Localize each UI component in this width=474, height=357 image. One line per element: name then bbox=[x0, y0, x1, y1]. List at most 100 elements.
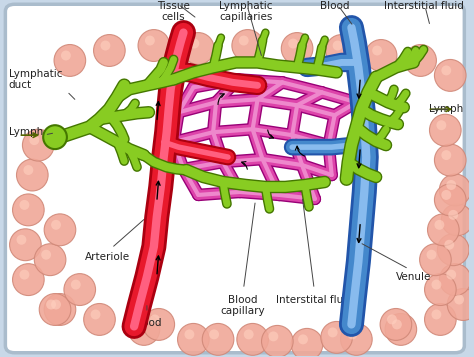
Text: Lymph: Lymph bbox=[429, 104, 463, 114]
Text: Arteriole: Arteriole bbox=[85, 252, 130, 262]
Circle shape bbox=[39, 293, 71, 326]
Circle shape bbox=[380, 308, 412, 340]
Text: Blood: Blood bbox=[320, 1, 349, 11]
Text: Lymph: Lymph bbox=[9, 127, 43, 137]
Circle shape bbox=[237, 323, 268, 355]
Circle shape bbox=[150, 315, 160, 325]
Circle shape bbox=[288, 39, 298, 49]
Text: Lymphatic
capillaries: Lymphatic capillaries bbox=[219, 1, 273, 22]
Circle shape bbox=[429, 114, 461, 146]
Text: Blood: Blood bbox=[132, 318, 162, 328]
Circle shape bbox=[447, 288, 474, 321]
Circle shape bbox=[51, 220, 61, 230]
Circle shape bbox=[184, 330, 194, 340]
Circle shape bbox=[244, 330, 254, 340]
Circle shape bbox=[435, 60, 466, 91]
Circle shape bbox=[454, 295, 464, 305]
Circle shape bbox=[441, 204, 473, 236]
Circle shape bbox=[22, 129, 54, 161]
Circle shape bbox=[64, 273, 96, 306]
Circle shape bbox=[347, 330, 357, 340]
Circle shape bbox=[41, 250, 51, 260]
Circle shape bbox=[444, 240, 454, 250]
Circle shape bbox=[29, 135, 39, 145]
Circle shape bbox=[281, 32, 313, 65]
Circle shape bbox=[51, 300, 61, 310]
Circle shape bbox=[84, 303, 115, 335]
Text: Interstitial fluid: Interstitial fluid bbox=[383, 1, 464, 11]
Circle shape bbox=[441, 150, 451, 160]
Circle shape bbox=[209, 330, 219, 340]
Circle shape bbox=[145, 36, 155, 46]
Circle shape bbox=[326, 35, 357, 66]
Circle shape bbox=[447, 270, 456, 280]
Circle shape bbox=[447, 180, 456, 190]
Circle shape bbox=[9, 229, 41, 261]
Circle shape bbox=[54, 45, 86, 76]
Circle shape bbox=[61, 50, 71, 60]
Circle shape bbox=[71, 280, 81, 290]
Circle shape bbox=[431, 280, 441, 290]
Circle shape bbox=[392, 320, 402, 330]
Circle shape bbox=[268, 331, 278, 341]
Circle shape bbox=[412, 50, 421, 60]
Circle shape bbox=[12, 194, 44, 226]
Circle shape bbox=[135, 320, 145, 330]
Text: Blood
capillary: Blood capillary bbox=[220, 295, 265, 316]
Circle shape bbox=[291, 328, 323, 357]
Circle shape bbox=[321, 321, 353, 353]
Circle shape bbox=[441, 190, 451, 200]
Circle shape bbox=[427, 250, 437, 260]
Circle shape bbox=[12, 264, 44, 296]
Circle shape bbox=[341, 323, 372, 355]
Circle shape bbox=[182, 32, 214, 65]
Text: Tissue
cells: Tissue cells bbox=[157, 1, 190, 22]
Circle shape bbox=[428, 214, 459, 246]
Circle shape bbox=[43, 125, 67, 149]
Circle shape bbox=[232, 30, 264, 61]
Circle shape bbox=[419, 244, 451, 276]
Circle shape bbox=[328, 327, 337, 337]
Circle shape bbox=[138, 30, 170, 61]
Circle shape bbox=[46, 300, 56, 310]
Circle shape bbox=[19, 270, 29, 280]
Text: Venule: Venule bbox=[396, 272, 431, 282]
Circle shape bbox=[298, 335, 308, 345]
Circle shape bbox=[128, 313, 160, 345]
Circle shape bbox=[44, 293, 76, 326]
Circle shape bbox=[435, 144, 466, 176]
Circle shape bbox=[439, 264, 471, 296]
Circle shape bbox=[19, 200, 29, 210]
Circle shape bbox=[239, 36, 249, 46]
Circle shape bbox=[143, 308, 174, 340]
Circle shape bbox=[439, 174, 471, 206]
Circle shape bbox=[23, 165, 33, 175]
Circle shape bbox=[385, 313, 417, 345]
Circle shape bbox=[425, 273, 456, 306]
Circle shape bbox=[431, 310, 441, 320]
Circle shape bbox=[190, 39, 199, 49]
Circle shape bbox=[91, 310, 100, 320]
Circle shape bbox=[262, 326, 293, 357]
Circle shape bbox=[17, 159, 48, 191]
Circle shape bbox=[435, 184, 466, 216]
Circle shape bbox=[93, 35, 125, 66]
Circle shape bbox=[100, 41, 110, 50]
Circle shape bbox=[34, 244, 66, 276]
Circle shape bbox=[44, 214, 76, 246]
Circle shape bbox=[202, 323, 234, 355]
Circle shape bbox=[437, 120, 447, 130]
Text: Interstital fluid: Interstital fluid bbox=[276, 295, 353, 305]
Circle shape bbox=[448, 210, 458, 220]
Circle shape bbox=[178, 323, 209, 355]
Circle shape bbox=[17, 235, 27, 245]
Circle shape bbox=[365, 40, 397, 71]
FancyBboxPatch shape bbox=[5, 4, 465, 353]
Circle shape bbox=[425, 303, 456, 335]
Circle shape bbox=[438, 234, 469, 266]
Circle shape bbox=[405, 45, 437, 76]
Circle shape bbox=[333, 41, 343, 50]
Circle shape bbox=[441, 65, 451, 75]
Circle shape bbox=[435, 220, 444, 230]
Circle shape bbox=[387, 315, 397, 325]
